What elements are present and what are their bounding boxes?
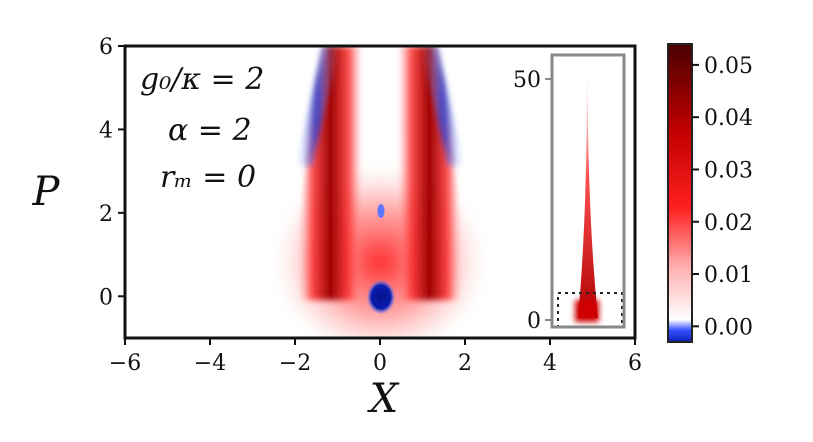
y-tick-label: 0 (99, 285, 113, 310)
inset-frame (550, 53, 626, 329)
colorbar-tick-label: 0.05 (704, 54, 753, 79)
x-tick-label: −2 (279, 351, 311, 376)
annotation-coupling: g₀/κ = 2 (140, 62, 264, 97)
inset-tick-label-50: 50 (513, 68, 541, 93)
x-axis: −6 −4 −2 0 2 4 6 (109, 338, 642, 376)
y-tick-label: 6 (99, 35, 113, 60)
inset-spike (578, 62, 598, 318)
x-tick-label: 0 (373, 351, 387, 376)
y-axis-label: P (32, 169, 61, 215)
x-tick-label: 4 (543, 351, 557, 376)
inset-base (575, 300, 599, 322)
x-tick-label: −6 (109, 351, 141, 376)
inset-tick-label-0: 0 (527, 309, 541, 334)
inset: 50 0 (513, 53, 626, 334)
right-blue-fringe (422, 46, 464, 166)
colorbar (667, 43, 693, 343)
y-axis: 0 2 4 6 (99, 35, 125, 310)
annotation-alpha: α = 2 (168, 113, 252, 148)
heatmap (275, 46, 485, 338)
y-tick-label: 2 (99, 202, 113, 227)
colorbar-ticks: 0.00 0.01 0.02 0.03 0.04 0.05 (692, 54, 753, 340)
annotation-squeezing: rₘ = 0 (160, 160, 256, 195)
left-blue-fringe (296, 46, 338, 166)
small-blue-spot (377, 204, 385, 218)
y-tick-label: 4 (99, 118, 113, 143)
colorbar-tick-label: 0.00 (704, 315, 753, 340)
colorbar-tick-label: 0.04 (704, 106, 753, 131)
blue-spot (367, 280, 395, 314)
x-axis-label: X (367, 376, 400, 422)
x-tick-label: −4 (194, 351, 226, 376)
colorbar-tick-label: 0.02 (704, 211, 753, 236)
x-tick-label: 2 (458, 351, 472, 376)
colorbar-tick-label: 0.03 (704, 158, 753, 183)
x-tick-label: 6 (628, 351, 642, 376)
colorbar-tick-label: 0.01 (704, 263, 753, 288)
